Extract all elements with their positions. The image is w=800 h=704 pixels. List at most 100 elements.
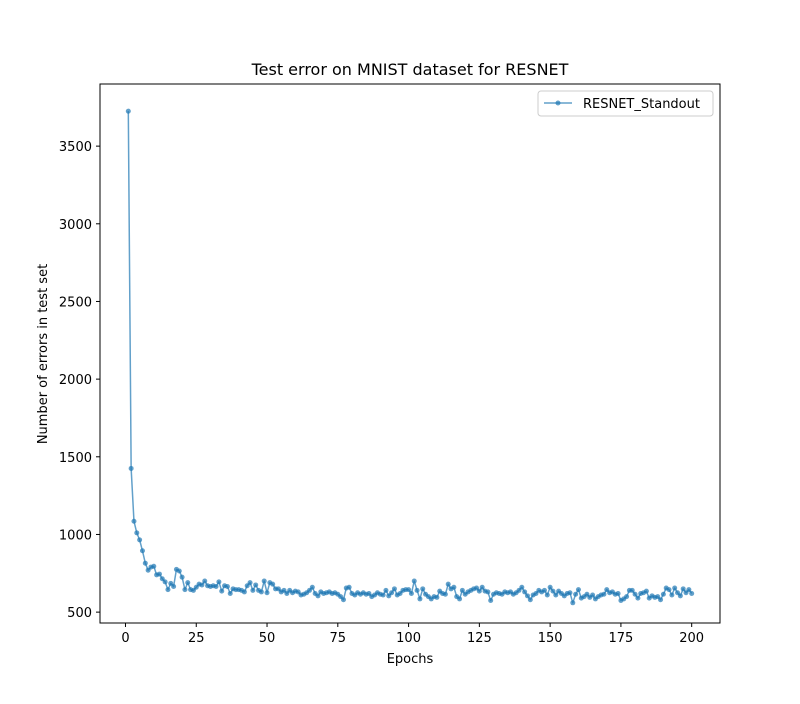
data-point: [315, 593, 321, 599]
data-point: [391, 586, 397, 592]
legend: RESNET_Standout: [537, 90, 714, 117]
data-point: [250, 587, 256, 593]
data-point: [635, 595, 641, 601]
data-point: [553, 592, 559, 598]
data-point: [309, 584, 315, 590]
data-point: [142, 560, 148, 566]
chart-title: Test error on MNIST dataset for RESNET: [251, 60, 569, 79]
data-point: [550, 588, 556, 594]
data-point: [624, 594, 630, 600]
data-point: [156, 571, 162, 577]
data-point: [573, 591, 579, 597]
legend-series-label: RESNET_Standout: [583, 97, 700, 112]
data-point: [346, 584, 352, 590]
data-point: [519, 584, 525, 590]
x-tick-label: 50: [259, 631, 276, 646]
data-point: [451, 584, 457, 590]
data-point: [270, 581, 276, 587]
axes-frame: [99, 83, 721, 624]
data-point: [643, 588, 649, 594]
x-tick-label: 25: [188, 631, 205, 646]
data-point: [420, 586, 426, 592]
data-point: [488, 597, 494, 603]
data-point: [264, 590, 270, 596]
data-point: [389, 590, 395, 596]
legend-box: [537, 90, 714, 117]
data-point: [442, 591, 448, 597]
data-point: [380, 592, 386, 598]
data-point: [125, 108, 131, 114]
data-point: [219, 588, 225, 594]
y-tick-label: 1500: [59, 451, 92, 466]
data-point: [340, 597, 346, 603]
x-axis-label: Epochs: [387, 652, 434, 667]
data-point: [414, 587, 420, 593]
data-point: [179, 574, 185, 580]
data-point: [202, 578, 208, 584]
y-tick-label: 3000: [59, 218, 92, 233]
data-point: [261, 578, 267, 584]
data-point: [151, 563, 157, 569]
data-point: [224, 584, 230, 589]
data-point: [406, 587, 412, 593]
axis-ticks: 0 25 50 75 100 125 150 175 200 500 1000 1500 2000 250…: [59, 140, 704, 646]
data-point: [383, 587, 389, 593]
data-point: [658, 597, 664, 603]
data-point: [176, 568, 182, 574]
y-tick-label: 500: [67, 606, 92, 621]
data-point: [689, 590, 695, 596]
y-axis-label: Number of errors in test set: [36, 264, 51, 444]
data-point: [241, 589, 247, 595]
data-point: [213, 584, 219, 589]
x-tick-label: 200: [679, 631, 704, 646]
y-tick-label: 2000: [59, 373, 92, 388]
data-point: [686, 587, 692, 593]
data-point: [165, 587, 171, 593]
data-point: [227, 590, 233, 596]
data-point: [567, 590, 573, 596]
data-point: [669, 592, 675, 598]
data-point: [485, 589, 491, 595]
x-tick-label: 75: [330, 631, 347, 646]
plot-area: [100, 84, 720, 623]
x-tick-label: 0: [121, 631, 129, 646]
data-point: [476, 588, 482, 594]
x-tick-label: 175: [608, 631, 633, 646]
data-point: [408, 590, 414, 596]
data-point: [544, 592, 550, 598]
data-point: [632, 591, 638, 597]
data-point: [629, 587, 635, 593]
data-point: [524, 593, 530, 599]
data-point: [445, 581, 451, 587]
data-point: [590, 592, 596, 598]
data-point: [615, 590, 621, 596]
series-layer: [125, 108, 695, 606]
x-tick-label: 125: [467, 631, 492, 646]
data-point: [199, 582, 205, 588]
data-point: [185, 580, 191, 586]
y-tick-label: 1000: [59, 528, 92, 543]
data-point: [417, 596, 423, 602]
data-point: [660, 591, 666, 597]
data-point: [547, 584, 553, 590]
data-point: [434, 594, 440, 600]
data-point: [479, 584, 485, 590]
data-point: [457, 596, 463, 602]
data-point: [139, 548, 145, 554]
data-point: [601, 591, 607, 597]
data-point: [253, 582, 259, 588]
data-point: [131, 518, 137, 524]
data-point: [522, 589, 528, 595]
data-point: [575, 587, 581, 593]
x-tick-label: 150: [538, 631, 563, 646]
data-point: [459, 587, 465, 593]
data-point: [216, 579, 222, 585]
data-point: [171, 584, 177, 589]
data-point: [137, 537, 143, 543]
y-tick-label: 2500: [59, 295, 92, 310]
data-point: [182, 587, 188, 593]
data-point: [258, 589, 264, 595]
data-point: [570, 600, 576, 606]
